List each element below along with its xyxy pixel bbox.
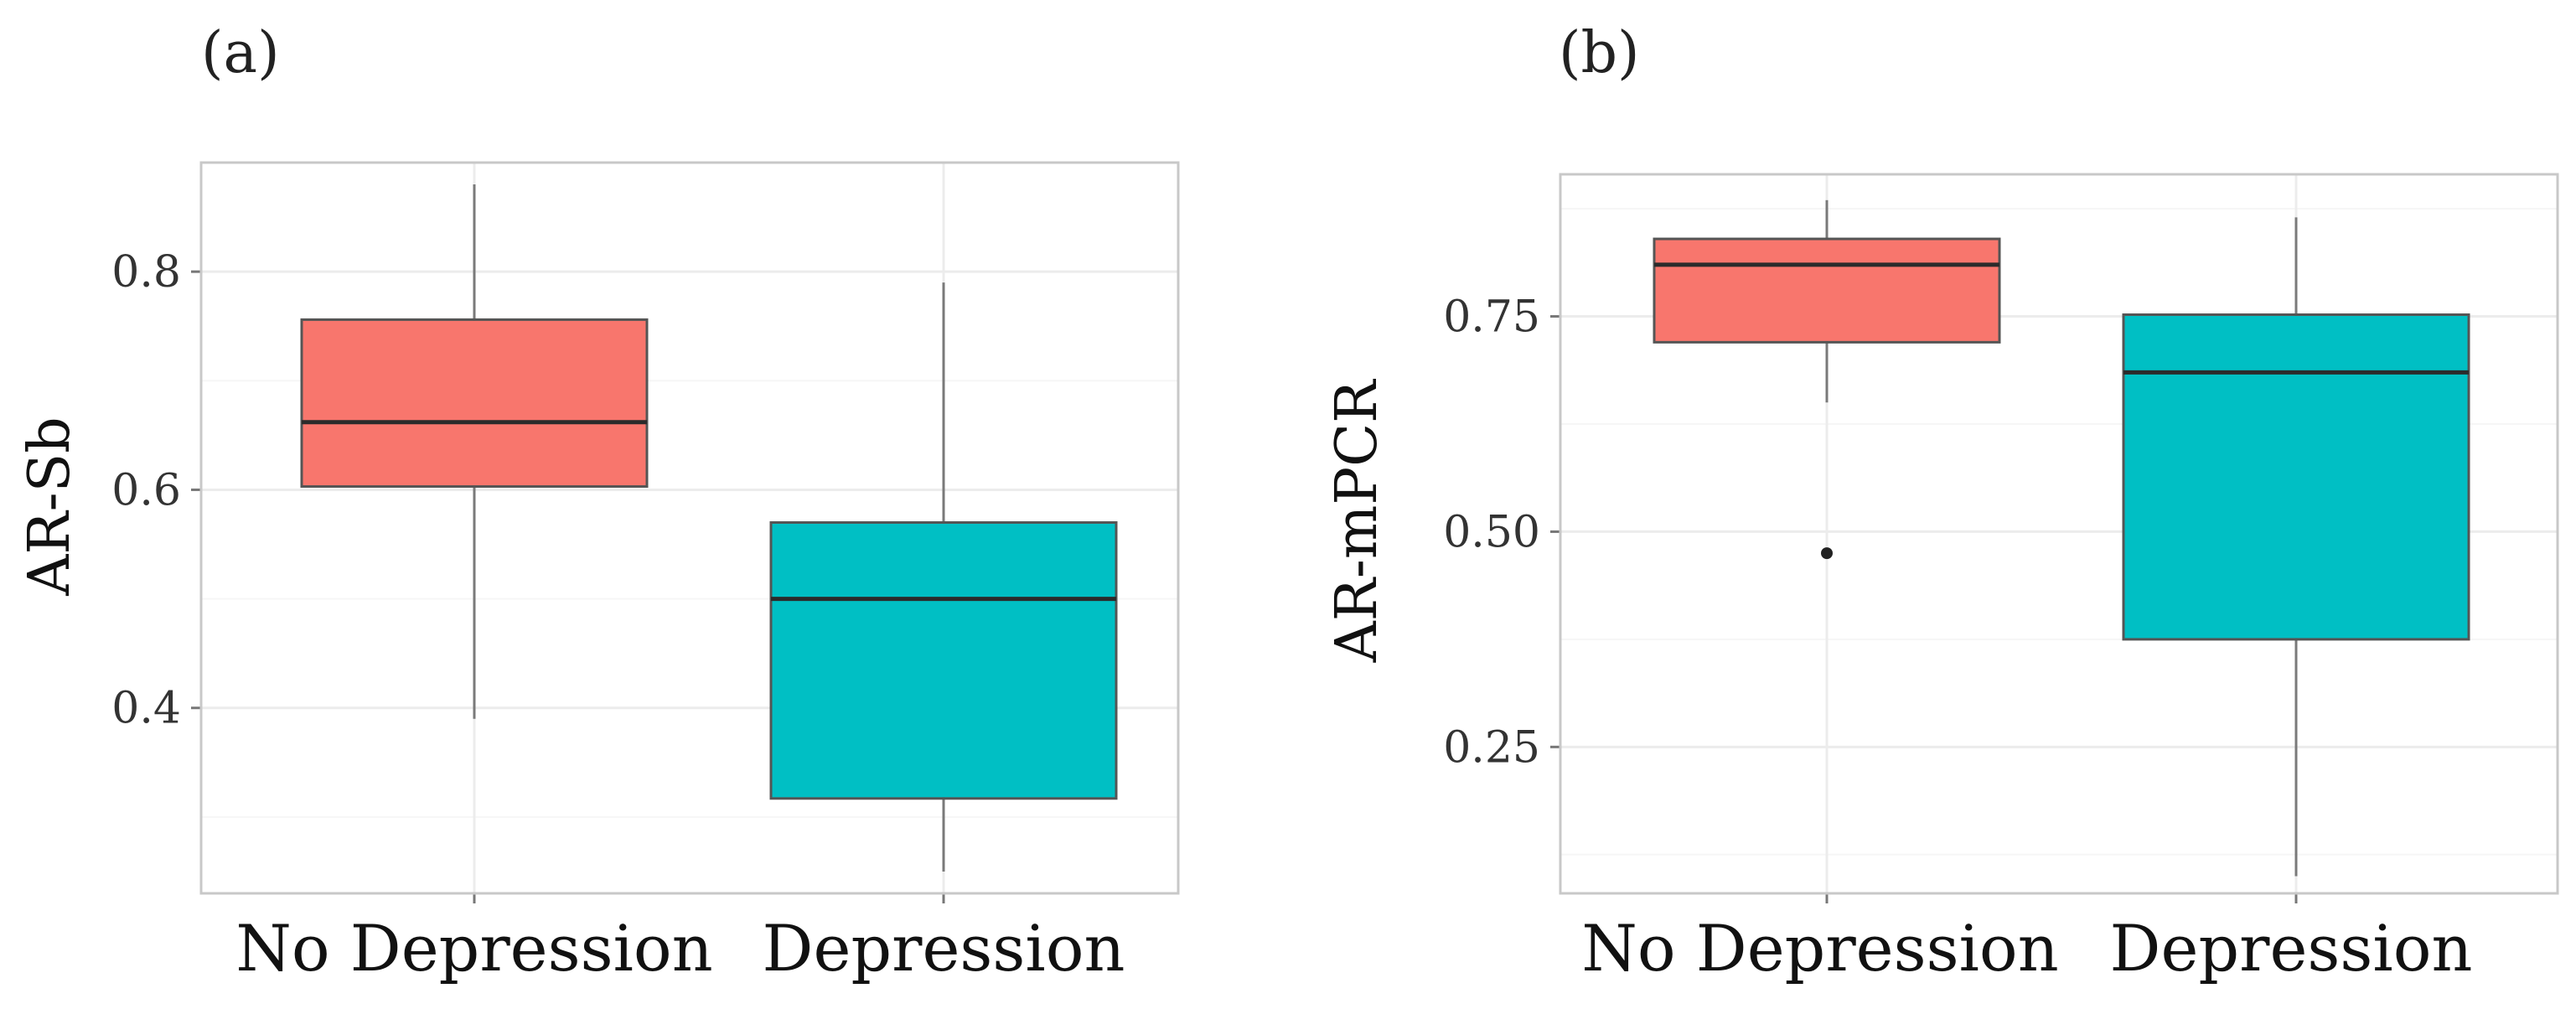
panel-b-ytick-label: 0.50 <box>1443 507 1540 557</box>
panel-b-ylabel: AR-mPCR <box>1324 379 1390 664</box>
panel-a-no-depression-box <box>300 318 649 489</box>
panel-b-ytick-label: 0.75 <box>1443 292 1540 343</box>
panel-a-ytick-label: 0.4 <box>111 684 181 734</box>
panel-a-category-no-depression: No Depression <box>235 911 712 986</box>
panel-a-label: (a) <box>201 20 280 86</box>
plot-a-area: 0.4 0.6 0.8 <box>111 161 1180 903</box>
panel-a-depression-box <box>769 520 1118 800</box>
plot-b-area: 0.25 0.50 0.75 <box>1443 173 2559 903</box>
panel-b-category-no-depression: No Depression <box>1581 911 2058 986</box>
panel-a-ytick-label: 0.6 <box>111 465 181 515</box>
panel-b-plot-frame <box>1559 173 2559 895</box>
panel-b-label: (b) <box>1559 20 1640 86</box>
panel-a-plot-frame <box>199 161 1180 895</box>
panel-b-depression-box <box>2122 313 2470 641</box>
panel-b: (b) AR-mPCR 0.25 0.50 0.75 No Depression D… <box>1324 20 2559 986</box>
panel-a-ylabel: AR-Sb <box>17 417 83 596</box>
panel-a-ytick-label: 0.8 <box>111 247 181 298</box>
panel-b-no-depression-box <box>1653 237 2001 344</box>
panel-b-category-depression: Depression <box>2110 911 2473 986</box>
panel-a-category-depression: Depression <box>763 911 1125 986</box>
panel-b-ytick-label: 0.25 <box>1443 722 1540 773</box>
panel-b-no-depression-outlier-point <box>1821 547 1833 560</box>
panel-a: (a) AR-Sb 0.4 0.6 0.8 No Depression Depres… <box>17 20 1180 986</box>
